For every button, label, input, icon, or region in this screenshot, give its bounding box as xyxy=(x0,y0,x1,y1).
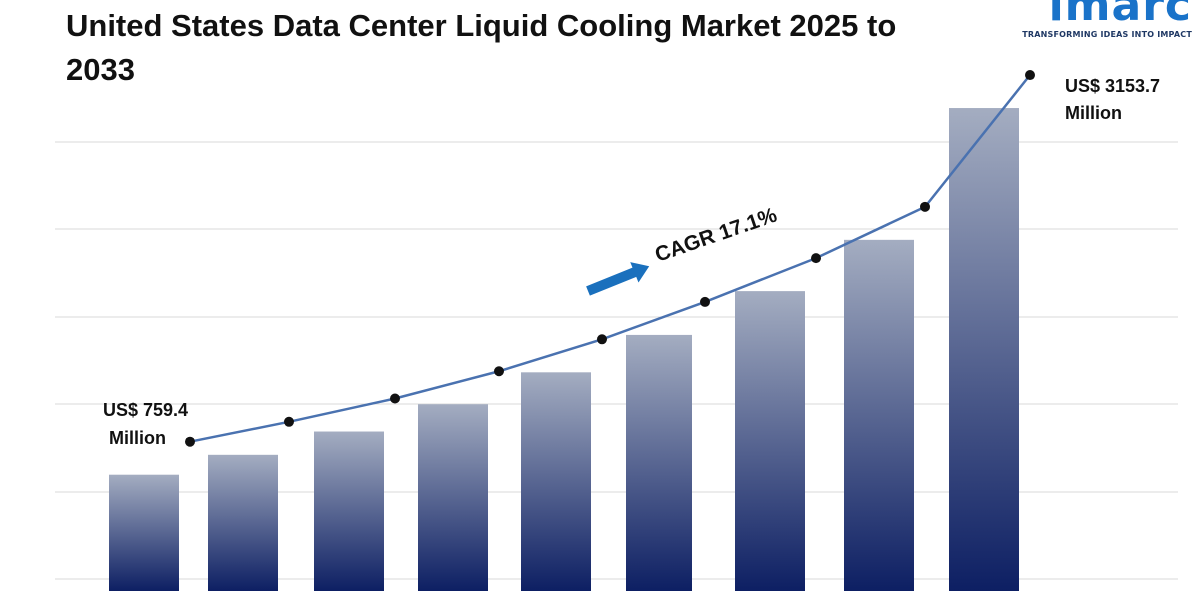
trend-point-2026 xyxy=(284,416,294,427)
bar-2029 xyxy=(521,372,591,591)
callout-last-line2: Million xyxy=(1065,103,1122,123)
bar-2031 xyxy=(735,291,805,591)
trend-line xyxy=(185,70,1035,447)
bar-2030 xyxy=(626,334,692,591)
cagr-label: CAGR 17.1% xyxy=(652,203,780,266)
bar-2032 xyxy=(844,239,914,591)
cagr-arrow-icon xyxy=(586,262,650,296)
trend-point-2029 xyxy=(597,334,607,345)
trend-point-2025 xyxy=(185,436,195,447)
trend-point-2030 xyxy=(700,296,710,307)
callout-last-line1: US$ 3153.7 xyxy=(1065,76,1160,96)
trend-point-2028 xyxy=(494,366,504,377)
cagr-annotation: CAGR 17.1% xyxy=(586,203,780,296)
bar-2025 xyxy=(109,474,179,591)
logo-tagline: TRANSFORMING IDEAS INTO IMPACT xyxy=(1022,30,1192,39)
value-callouts: US$ 759.4 Million US$ 3153.7 Million xyxy=(103,76,1160,448)
bar-2027 xyxy=(314,431,384,591)
trend-point-2031 xyxy=(811,253,821,264)
trend-point-2032 xyxy=(920,201,930,212)
trend-point-2027 xyxy=(390,393,400,404)
bars xyxy=(109,108,1019,591)
callout-first-line2: Million xyxy=(109,428,166,448)
logo-wordmark: imarc xyxy=(1048,0,1192,31)
bar-2033 xyxy=(949,108,1019,591)
chart-title: United States Data Center Liquid Cooling… xyxy=(66,8,897,87)
bar-2026 xyxy=(208,454,278,591)
trend-point-2033 xyxy=(1025,70,1035,81)
bar-2028 xyxy=(418,404,488,591)
callout-first-line1: US$ 759.4 xyxy=(103,400,188,420)
imarc-logo: imarc TRANSFORMING IDEAS INTO IMPACT xyxy=(1012,0,1192,39)
